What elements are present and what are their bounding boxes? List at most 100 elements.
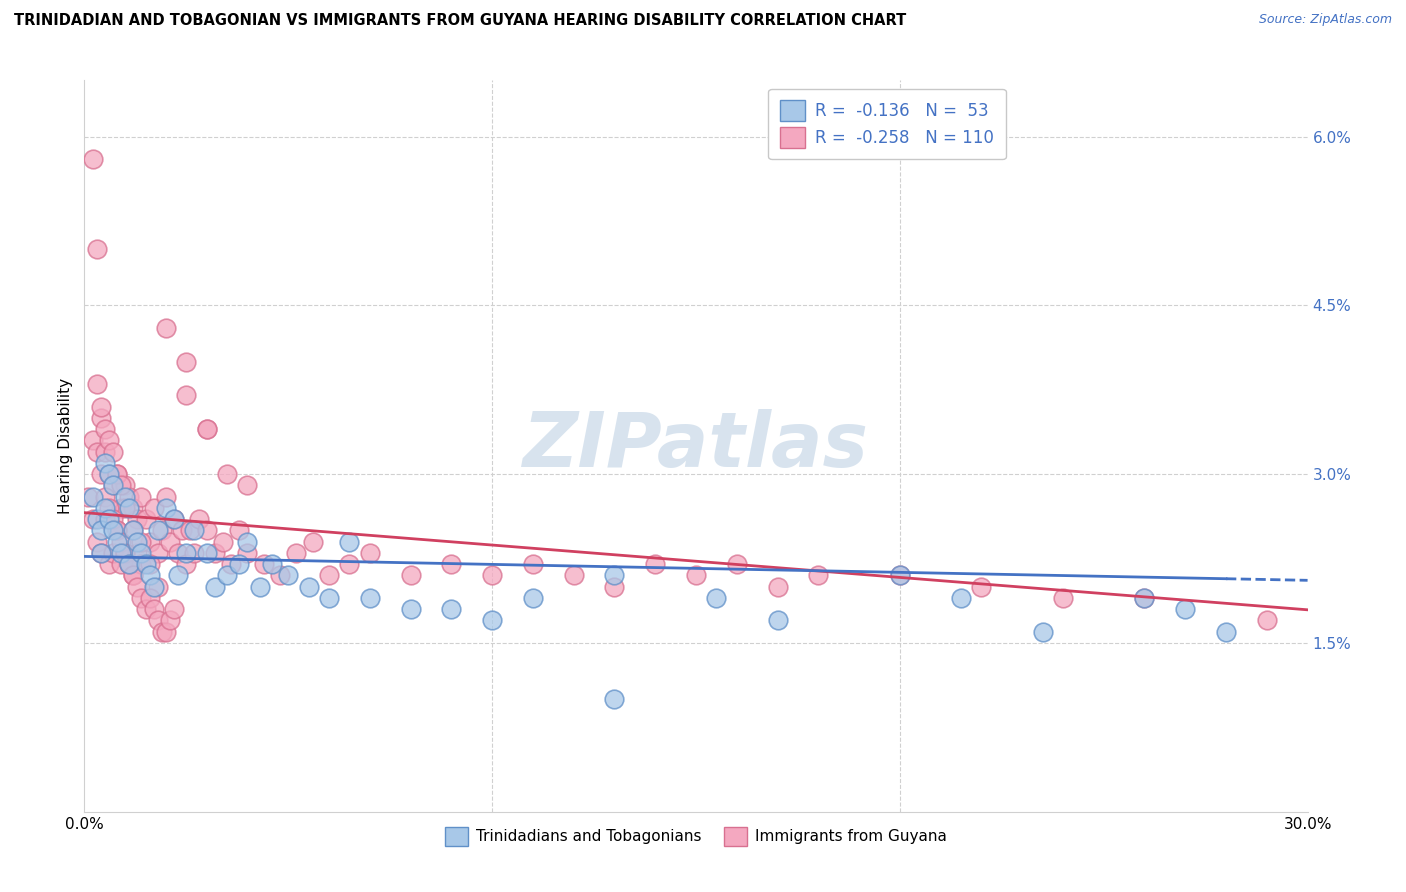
- Point: [127, 546, 149, 560]
- Y-axis label: Hearing Disability: Hearing Disability: [58, 378, 73, 514]
- Point: [138, 534, 160, 549]
- Point: [228, 557, 250, 571]
- Point: [138, 591, 160, 605]
- Point: [253, 557, 276, 571]
- Point: [118, 557, 141, 571]
- Point: [97, 557, 120, 571]
- Point: [138, 568, 160, 582]
- Point: [127, 512, 149, 526]
- Point: [318, 568, 340, 582]
- Point: [101, 444, 124, 458]
- Point: [236, 478, 259, 492]
- Point: [146, 546, 169, 560]
- Point: [86, 242, 108, 256]
- Point: [183, 546, 205, 560]
- Point: [950, 591, 973, 605]
- Point: [195, 422, 218, 436]
- Point: [86, 534, 108, 549]
- Point: [131, 490, 153, 504]
- Point: [1052, 591, 1074, 605]
- Point: [155, 624, 177, 639]
- Point: [522, 591, 544, 605]
- Point: [135, 602, 157, 616]
- Point: [167, 568, 190, 582]
- Point: [122, 524, 145, 538]
- Point: [217, 568, 239, 582]
- Point: [217, 467, 239, 482]
- Point: [204, 580, 226, 594]
- Point: [1133, 591, 1156, 605]
- Point: [122, 568, 145, 582]
- Point: [77, 490, 100, 504]
- Point: [86, 444, 108, 458]
- Point: [97, 467, 120, 482]
- Point: [131, 557, 153, 571]
- Point: [1215, 624, 1237, 639]
- Point: [114, 500, 136, 515]
- Point: [97, 434, 120, 448]
- Point: [174, 557, 197, 571]
- Point: [90, 410, 112, 425]
- Point: [97, 500, 120, 515]
- Text: ZIPatlas: ZIPatlas: [523, 409, 869, 483]
- Point: [97, 467, 120, 482]
- Point: [118, 557, 141, 571]
- Point: [82, 512, 104, 526]
- Point: [212, 534, 235, 549]
- Point: [105, 524, 128, 538]
- Point: [399, 568, 422, 582]
- Point: [172, 524, 194, 538]
- Point: [174, 546, 197, 560]
- Point: [90, 546, 112, 560]
- Point: [481, 568, 503, 582]
- Point: [93, 422, 115, 436]
- Point: [318, 591, 340, 605]
- Point: [970, 580, 993, 594]
- Point: [807, 568, 830, 582]
- Point: [114, 490, 136, 504]
- Point: [82, 490, 104, 504]
- Point: [155, 500, 177, 515]
- Point: [114, 546, 136, 560]
- Text: TRINIDADIAN AND TOBAGONIAN VS IMMIGRANTS FROM GUYANA HEARING DISABILITY CORRELAT: TRINIDADIAN AND TOBAGONIAN VS IMMIGRANTS…: [14, 13, 907, 29]
- Point: [131, 534, 153, 549]
- Point: [86, 377, 108, 392]
- Point: [236, 534, 259, 549]
- Point: [93, 512, 115, 526]
- Point: [260, 557, 283, 571]
- Text: Source: ZipAtlas.com: Source: ZipAtlas.com: [1258, 13, 1392, 27]
- Point: [146, 524, 169, 538]
- Point: [90, 467, 112, 482]
- Point: [269, 568, 291, 582]
- Point: [183, 524, 205, 538]
- Point: [603, 580, 626, 594]
- Point: [101, 546, 124, 560]
- Point: [131, 591, 153, 605]
- Point: [603, 692, 626, 706]
- Point: [101, 478, 124, 492]
- Point: [163, 512, 186, 526]
- Point: [195, 422, 218, 436]
- Point: [118, 557, 141, 571]
- Point: [142, 580, 165, 594]
- Point: [195, 546, 218, 560]
- Point: [440, 557, 463, 571]
- Point: [101, 478, 124, 492]
- Point: [127, 580, 149, 594]
- Point: [114, 478, 136, 492]
- Point: [110, 546, 132, 560]
- Point: [339, 557, 361, 571]
- Point: [298, 580, 321, 594]
- Point: [159, 614, 181, 628]
- Point: [90, 524, 112, 538]
- Point: [155, 321, 177, 335]
- Point: [236, 546, 259, 560]
- Point: [889, 568, 911, 582]
- Point: [90, 400, 112, 414]
- Point: [285, 546, 308, 560]
- Point: [93, 456, 115, 470]
- Point: [122, 500, 145, 515]
- Point: [1174, 602, 1197, 616]
- Point: [97, 512, 120, 526]
- Point: [399, 602, 422, 616]
